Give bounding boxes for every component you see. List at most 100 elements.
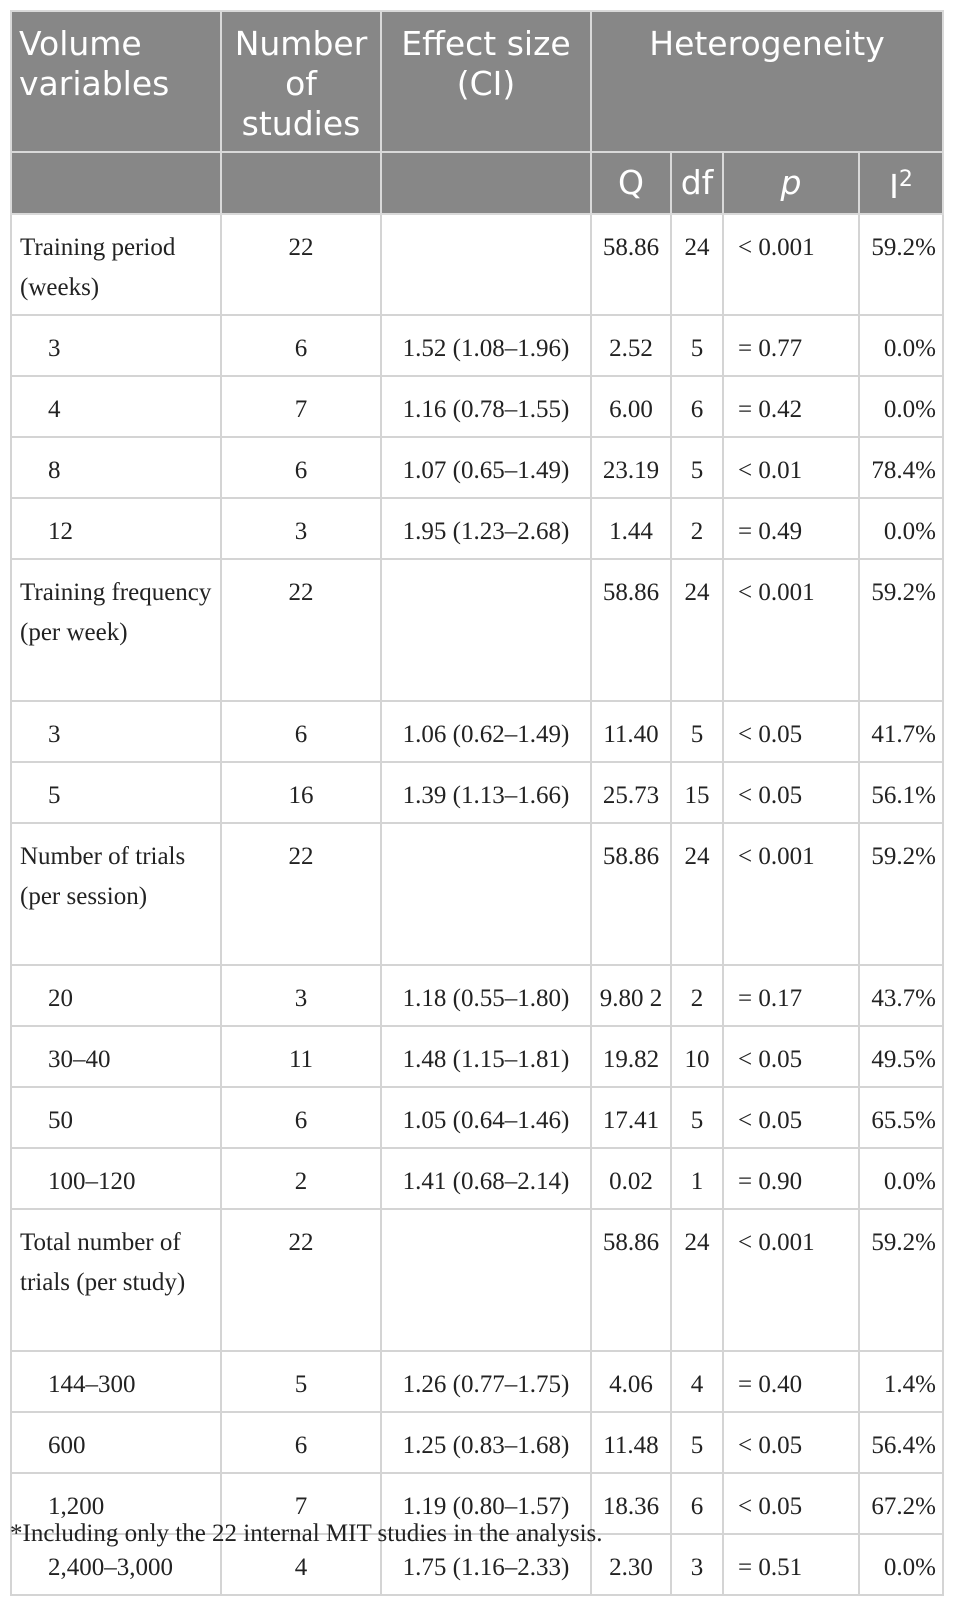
header-heterogeneity: Heterogeneity xyxy=(590,10,944,153)
cell-effect-size xyxy=(380,1208,592,1352)
cell-number-of-studies: 6 xyxy=(220,1411,382,1474)
cell-p-value: < 0.05 xyxy=(722,1411,860,1474)
table-row: 600 6 1.25 (0.83–1.68) 11.48 5 < 0.05 56.4% xyxy=(10,1411,944,1474)
cell-q: 4.06 xyxy=(590,1350,672,1413)
table-row: 100–120 2 1.41 (0.68–2.14) 0.02 1 = 0.90 0.0% xyxy=(10,1147,944,1210)
cell-df: 6 xyxy=(670,375,724,438)
cell-q: 23.19 xyxy=(590,436,672,499)
cell-i2: 0.0% xyxy=(858,1147,944,1210)
cell-q: 2.52 xyxy=(590,314,672,377)
cell-number-of-studies: 6 xyxy=(220,314,382,377)
cell-i2: 56.1% xyxy=(858,761,944,824)
cell-volume-variable: Training frequency (per week) xyxy=(10,558,222,702)
cell-volume-variable: 20 xyxy=(10,964,222,1027)
cell-i2: 0.0% xyxy=(858,497,944,560)
cell-i2: 0.0% xyxy=(858,375,944,438)
cell-number-of-studies: 4 xyxy=(220,1533,382,1596)
table-row: 144–300 5 1.26 (0.77–1.75) 4.06 4 = 0.40 1.4% xyxy=(10,1350,944,1413)
cell-q: 58.86 xyxy=(590,1208,672,1352)
subheader-df: df xyxy=(670,151,724,215)
cell-q: 2.30 xyxy=(590,1533,672,1596)
header-volume-variables: Volume variables xyxy=(10,10,222,153)
cell-i2: 59.2% xyxy=(858,1208,944,1352)
table-row: 50 6 1.05 (0.64–1.46) 17.41 5 < 0.05 65.5% xyxy=(10,1086,944,1149)
subheader-p-label: p xyxy=(780,163,802,202)
cell-df: 6 xyxy=(670,1472,724,1535)
cell-number-of-studies: 6 xyxy=(220,436,382,499)
cell-df: 24 xyxy=(670,558,724,702)
cell-effect-size xyxy=(380,213,592,316)
cell-q: 58.86 xyxy=(590,213,672,316)
table-row: 12 3 1.95 (1.23–2.68) 1.44 2 = 0.49 0.0% xyxy=(10,497,944,560)
cell-effect-size xyxy=(380,558,592,702)
cell-q: 9.80 2 xyxy=(590,964,672,1027)
cell-effect-size xyxy=(380,822,592,966)
cell-effect-size: 1.39 (1.13–1.66) xyxy=(380,761,592,824)
cell-number-of-studies: 6 xyxy=(220,1086,382,1149)
cell-volume-variable: 5 xyxy=(10,761,222,824)
subheader-q: Q xyxy=(590,151,672,215)
cell-i2: 1.4% xyxy=(858,1350,944,1413)
cell-number-of-studies: 3 xyxy=(220,964,382,1027)
cell-volume-variable: 100–120 xyxy=(10,1147,222,1210)
cell-number-of-studies: 6 xyxy=(220,700,382,763)
subheader-i2-label: I xyxy=(889,166,899,206)
table-row: 30–40 11 1.48 (1.15–1.81) 19.82 10 < 0.05 49.5… xyxy=(10,1025,944,1088)
cell-df: 1 xyxy=(670,1147,724,1210)
cell-df: 5 xyxy=(670,700,724,763)
cell-number-of-studies: 22 xyxy=(220,822,382,966)
cell-p-value: < 0.001 xyxy=(722,558,860,702)
table-group-row: Training frequency (per week) 22 58.86 24 < … xyxy=(10,558,944,702)
cell-df: 5 xyxy=(670,1086,724,1149)
cell-number-of-studies: 7 xyxy=(220,1472,382,1535)
cell-df: 24 xyxy=(670,1208,724,1352)
cell-df: 10 xyxy=(670,1025,724,1088)
cell-p-value: < 0.001 xyxy=(722,822,860,966)
cell-df: 2 xyxy=(670,497,724,560)
cell-number-of-studies: 16 xyxy=(220,761,382,824)
cell-p-value: = 0.49 xyxy=(722,497,860,560)
cell-p-value: < 0.05 xyxy=(722,1086,860,1149)
cell-df: 2 xyxy=(670,964,724,1027)
cell-number-of-studies: 3 xyxy=(220,497,382,560)
cell-number-of-studies: 5 xyxy=(220,1350,382,1413)
cell-q: 6.00 xyxy=(590,375,672,438)
heterogeneity-table: Volume variables Number of studies Effec… xyxy=(10,10,944,1596)
cell-effect-size: 1.25 (0.83–1.68) xyxy=(380,1411,592,1474)
cell-p-value: < 0.05 xyxy=(722,700,860,763)
cell-q: 58.86 xyxy=(590,558,672,702)
header-row: Volume variables Number of studies Effec… xyxy=(10,10,944,153)
subheader-empty xyxy=(380,151,592,215)
cell-effect-size: 1.75 (1.16–2.33) xyxy=(380,1533,592,1596)
cell-i2: 67.2% xyxy=(858,1472,944,1535)
table-group-row: Total number of trials (per study) 22 58.8… xyxy=(10,1208,944,1352)
cell-df: 24 xyxy=(670,822,724,966)
cell-p-value: < 0.05 xyxy=(722,1472,860,1535)
cell-i2: 78.4% xyxy=(858,436,944,499)
cell-i2: 49.5% xyxy=(858,1025,944,1088)
cell-volume-variable: Number of trials (per session) xyxy=(10,822,222,966)
cell-effect-size: 1.07 (0.65–1.49) xyxy=(380,436,592,499)
cell-effect-size: 1.06 (0.62–1.49) xyxy=(380,700,592,763)
cell-p-value: = 0.51 xyxy=(722,1533,860,1596)
cell-effect-size: 1.05 (0.64–1.46) xyxy=(380,1086,592,1149)
table-row: 1,200 7 1.19 (0.80–1.57) 18.36 6 < 0.05 67.2% xyxy=(10,1472,944,1535)
table-group-row: Training period (weeks) 22 58.86 24 < 0.001 5… xyxy=(10,213,944,316)
cell-df: 5 xyxy=(670,436,724,499)
cell-effect-size: 1.18 (0.55–1.80) xyxy=(380,964,592,1027)
cell-effect-size: 1.52 (1.08–1.96) xyxy=(380,314,592,377)
cell-volume-variable: 600 xyxy=(10,1411,222,1474)
cell-number-of-studies: 7 xyxy=(220,375,382,438)
cell-p-value: < 0.05 xyxy=(722,761,860,824)
cell-volume-variable: 4 xyxy=(10,375,222,438)
cell-i2: 59.2% xyxy=(858,213,944,316)
cell-effect-size: 1.95 (1.23–2.68) xyxy=(380,497,592,560)
table-footnote: *Including only the 22 internal MIT stud… xyxy=(10,1520,603,1547)
cell-p-value: < 0.05 xyxy=(722,1025,860,1088)
cell-p-value: < 0.001 xyxy=(722,1208,860,1352)
cell-q: 19.82 xyxy=(590,1025,672,1088)
cell-volume-variable: 3 xyxy=(10,700,222,763)
cell-q: 18.36 xyxy=(590,1472,672,1535)
cell-effect-size: 1.16 (0.78–1.55) xyxy=(380,375,592,438)
cell-volume-variable: 3 xyxy=(10,314,222,377)
